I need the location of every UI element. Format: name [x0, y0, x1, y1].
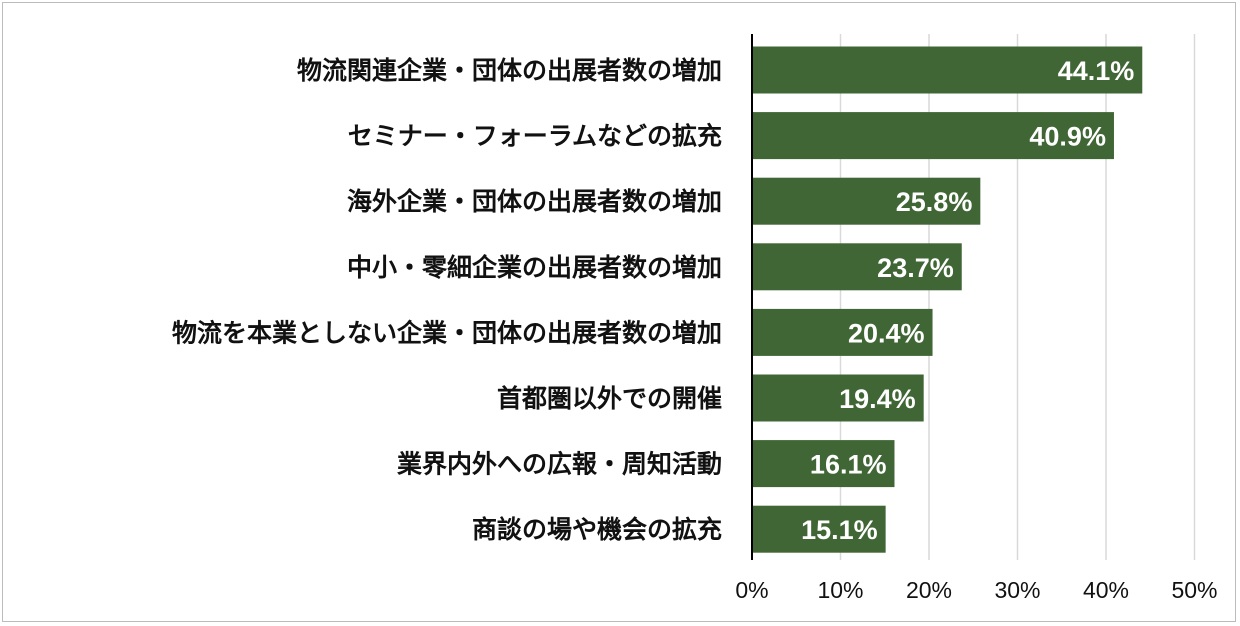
- value-label: 25.8%: [896, 187, 973, 217]
- value-label: 16.1%: [810, 450, 887, 480]
- x-tick-label: 20%: [906, 577, 952, 603]
- category-labels: 物流関連企業・団体の出展者数の増加セミナー・フォーラムなどの拡充海外企業・団体の…: [172, 56, 722, 544]
- category-label: 物流を本業としない企業・団体の出展者数の増加: [172, 318, 722, 347]
- value-label: 44.1%: [1058, 56, 1135, 86]
- category-label: 首都圏以外での開催: [497, 384, 722, 413]
- x-tick-labels: 0% 10% 20% 30% 40% 50%: [735, 577, 1217, 603]
- value-label: 23.7%: [877, 253, 954, 283]
- x-tick-label: 40%: [1083, 577, 1129, 603]
- x-tick-label: 50%: [1171, 577, 1217, 603]
- x-tick-label: 0%: [735, 577, 768, 603]
- category-label: 中小・零細企業の出展者数の増加: [347, 253, 722, 282]
- bar: [752, 374, 924, 422]
- value-label: 20.4%: [848, 318, 925, 348]
- bar: [752, 177, 981, 225]
- value-label: 40.9%: [1029, 122, 1106, 152]
- x-tick-label: 10%: [817, 577, 863, 603]
- category-label: 商談の場や機会の拡充: [472, 515, 722, 544]
- category-label: 物流関連企業・団体の出展者数の増加: [297, 56, 722, 85]
- value-labels: 44.1% 40.9% 25.8% 23.7% 20.4% 19.4% 16.1% 15.1%: [801, 56, 1134, 545]
- bars: [752, 46, 1143, 553]
- bar: [752, 308, 933, 356]
- bar: [752, 505, 886, 553]
- bar: [752, 243, 962, 291]
- x-tick-label: 30%: [994, 577, 1040, 603]
- value-label: 15.1%: [801, 515, 878, 545]
- bar: [752, 440, 895, 488]
- value-label: 19.4%: [839, 384, 916, 414]
- bar: [752, 112, 1114, 160]
- category-label: セミナー・フォーラムなどの拡充: [348, 122, 722, 151]
- category-label: 業界内外への広報・周知活動: [397, 450, 722, 479]
- bar: [752, 46, 1143, 94]
- category-label: 海外企業・団体の出展者数の増加: [347, 187, 722, 216]
